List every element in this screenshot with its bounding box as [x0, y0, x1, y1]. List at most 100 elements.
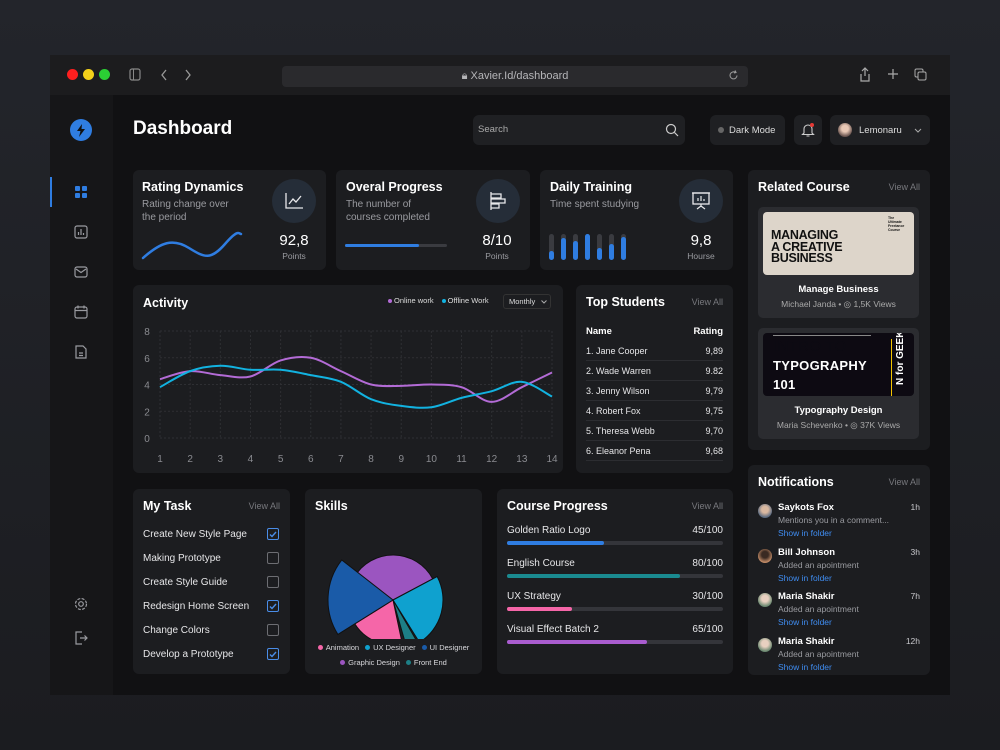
student-rating: 9,75 — [705, 405, 723, 416]
notification-text: Added an apointment — [778, 648, 859, 659]
x-tick-label: 9 — [398, 454, 404, 465]
task-checkbox[interactable] — [267, 600, 279, 612]
close-window-button[interactable] — [67, 69, 78, 80]
settings-gear-icon[interactable] — [72, 595, 90, 613]
sidebar-item-calendar-icon[interactable] — [72, 303, 90, 321]
show-in-folder-link[interactable]: Show in folder — [778, 617, 832, 627]
student-name: 3. Jenny Wilson — [586, 385, 650, 396]
notification-item[interactable]: Maria Shakir Added an apointment Show in f… — [748, 591, 930, 636]
legend-label: Graphic Design — [348, 658, 400, 667]
bell-icon — [801, 123, 815, 137]
sidebar-toggle-icon[interactable] — [129, 68, 141, 81]
task-item: Making Prototype — [143, 546, 279, 570]
notifications-card: Notifications View All Saykots Fox Mentio… — [748, 465, 930, 675]
table-header: Name Rating — [586, 321, 723, 341]
course-value: 30/100 — [692, 591, 723, 602]
x-tick-label: 5 — [278, 454, 284, 465]
x-tick-label: 13 — [516, 454, 528, 465]
view-all-link[interactable]: View All — [888, 477, 920, 487]
sidebar-item-mail-icon[interactable] — [72, 263, 90, 281]
logout-icon[interactable] — [72, 629, 90, 647]
period-select[interactable]: Monthly — [503, 294, 551, 309]
view-all-link[interactable]: View All — [248, 501, 280, 511]
x-tick-label: 3 — [218, 454, 224, 465]
table-row[interactable]: 5. Theresa Webb 9,70 — [586, 421, 723, 441]
table-row[interactable]: 2. Wade Warren 9.82 — [586, 361, 723, 381]
student-name: 6. Eleanor Pena — [586, 445, 651, 456]
course-progress-list: Golden Ratio Logo 45/100 English Course 80/… — [507, 525, 723, 657]
col-name: Name — [586, 325, 612, 337]
chart-legend: Online work Offline Work — [388, 296, 489, 305]
line-chart-icon — [272, 179, 316, 223]
card-title: Overal Progress — [346, 180, 443, 194]
dark-mode-label: Dark Mode — [729, 124, 776, 136]
table-row[interactable]: 1. Jane Cooper 9,89 — [586, 341, 723, 361]
share-icon[interactable] — [859, 67, 871, 82]
notifications-button[interactable] — [794, 115, 822, 145]
task-label: Create New Style Page — [143, 528, 247, 540]
course-meta: Maria Schevenko • ◎ 37K Views — [776, 420, 901, 430]
table-row[interactable]: 3. Jenny Wilson 9,79 — [586, 381, 723, 401]
task-checkbox[interactable] — [267, 648, 279, 660]
course-item[interactable]: MANAGING A CREATIVE BUSINESS The Ultimate … — [758, 207, 919, 318]
reload-icon[interactable] — [728, 70, 739, 81]
search-input[interactable]: Search — [473, 115, 685, 145]
dark-mode-toggle[interactable]: Dark Mode — [710, 115, 785, 145]
x-tick-label: 12 — [486, 454, 498, 465]
task-checkbox[interactable] — [267, 552, 279, 564]
notification-item[interactable]: Saykots Fox Mentions you in a comment... S… — [748, 502, 930, 547]
user-menu[interactable]: Lemonaru — [830, 115, 930, 145]
task-label: Redesign Home Screen — [143, 600, 250, 612]
view-all-link[interactable]: View All — [691, 501, 723, 511]
notification-time: 3h — [910, 546, 920, 557]
task-item: Create New Style Page — [143, 522, 279, 546]
task-label: Change Colors — [143, 624, 210, 636]
training-bar — [561, 234, 566, 260]
new-tab-icon[interactable] — [888, 69, 898, 79]
my-task-card: My Task View All Create New Style Page Ma… — [133, 489, 290, 674]
table-row[interactable]: 4. Robert Fox 9,75 — [586, 401, 723, 421]
task-checkbox[interactable] — [267, 528, 279, 540]
task-label: Making Prototype — [143, 552, 221, 564]
task-checkbox[interactable] — [267, 624, 279, 636]
active-indicator — [50, 177, 52, 207]
avatar — [758, 504, 772, 518]
view-all-link[interactable]: View All — [691, 297, 723, 307]
skills-polar-chart — [327, 554, 444, 639]
forward-icon[interactable] — [184, 69, 192, 81]
maximize-window-button[interactable] — [99, 69, 110, 80]
browser-window: 🔒︎ Xavier.Id/dashboard Dashboard Search … — [50, 55, 950, 695]
tabs-overview-icon[interactable] — [914, 68, 927, 81]
minimize-window-button[interactable] — [83, 69, 94, 80]
sidebar-item-analytics-icon[interactable] — [72, 223, 90, 241]
notification-time: 12h — [905, 635, 920, 646]
course-cover-image: INTRO TO TYPOGRAPHY 101 N for GEEKS — [763, 333, 914, 396]
task-label: Create Style Guide — [143, 576, 228, 588]
back-icon[interactable] — [160, 69, 168, 81]
card-title: Notifications — [758, 475, 834, 489]
sidebar-item-document-icon[interactable] — [72, 343, 90, 361]
y-tick-label: 8 — [144, 327, 150, 338]
x-tick-label: 6 — [308, 454, 314, 465]
student-name: 4. Robert Fox — [586, 405, 641, 416]
table-row[interactable]: 6. Eleanor Pena 9,68 — [586, 441, 723, 461]
notification-item[interactable]: Maria Shakir Added an apointment Show in f… — [748, 636, 930, 681]
show-in-folder-link[interactable]: Show in folder — [778, 528, 832, 538]
training-bar — [621, 234, 626, 260]
course-item[interactable]: INTRO TO TYPOGRAPHY 101 N for GEEKS Typo… — [758, 328, 919, 439]
stat-card-progress: Overal Progress The number of courses co… — [336, 170, 530, 270]
progress-fill — [507, 541, 605, 545]
card-title: Course Progress — [507, 499, 608, 513]
card-title: My Task — [143, 499, 192, 513]
show-in-folder-link[interactable]: Show in folder — [778, 661, 832, 672]
progress-bar — [507, 640, 723, 644]
sidebar-item-dashboard-grid-icon[interactable] — [72, 183, 90, 201]
show-in-folder-link[interactable]: Show in folder — [778, 572, 832, 583]
search-icon[interactable] — [665, 123, 679, 137]
card-title: Skills — [315, 499, 348, 513]
stat-value: 92,8 — [279, 232, 309, 249]
task-checkbox[interactable] — [267, 576, 279, 588]
view-all-link[interactable]: View All — [888, 182, 920, 192]
notification-item[interactable]: Bill Johnson Added an apointment Show in f… — [748, 547, 930, 592]
address-bar[interactable]: 🔒︎ Xavier.Id/dashboard — [282, 66, 748, 87]
